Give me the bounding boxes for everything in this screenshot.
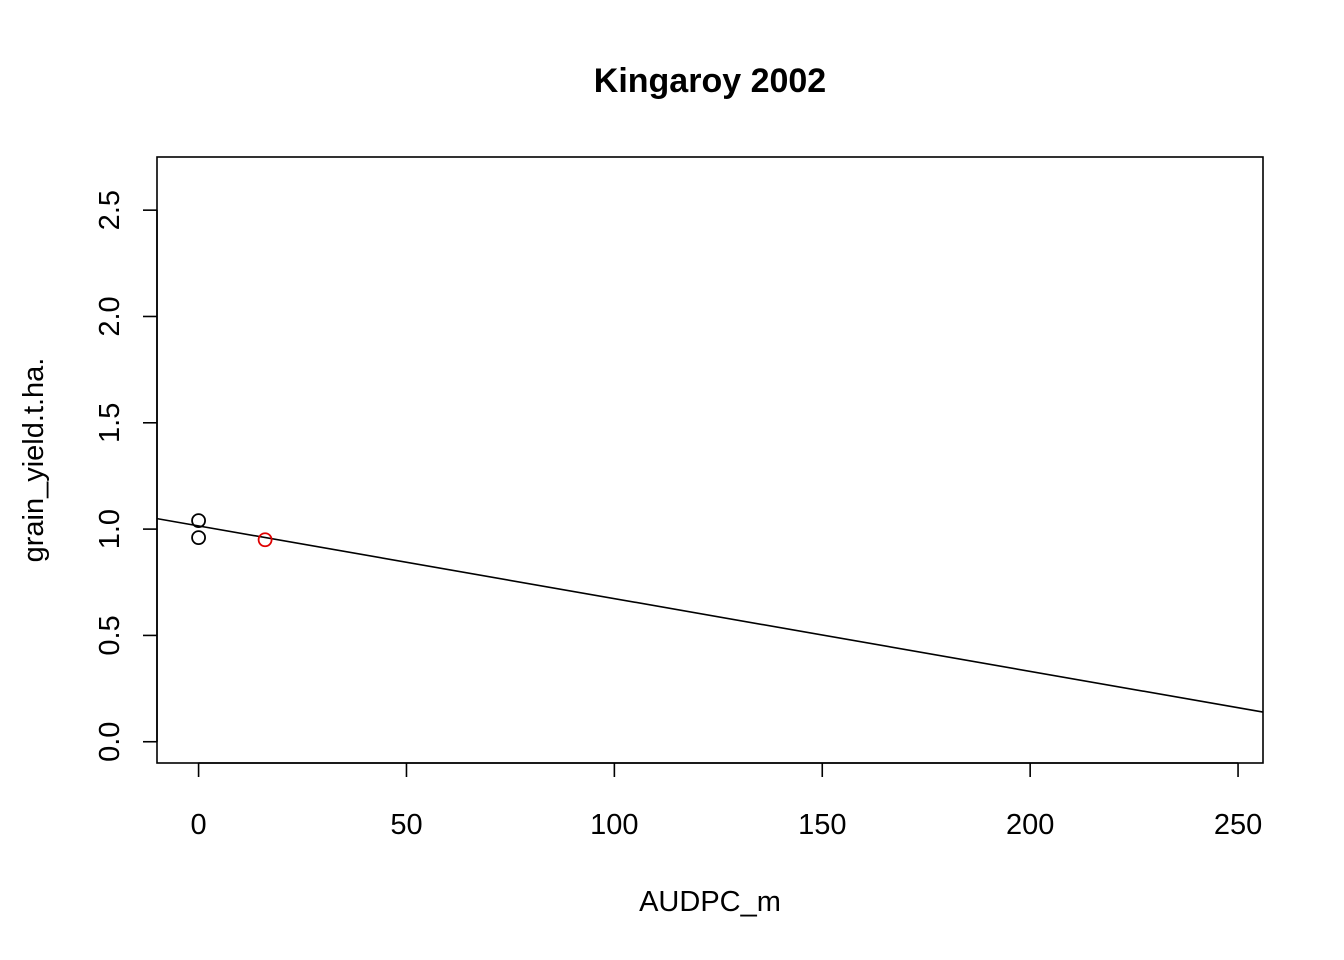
data-point <box>191 530 206 546</box>
y-tick-label: 1.0 <box>94 509 126 549</box>
x-axis-label: AUDPC_m <box>639 886 781 918</box>
y-axis: 0.0 0.5 1.0 1.5 2.0 2.5 <box>94 190 158 762</box>
points-layer <box>191 513 273 548</box>
x-tick-label: 50 <box>390 809 422 841</box>
x-axis: 0 50 100 150 200 250 <box>191 762 1262 841</box>
chart-title: Kingaroy 2002 <box>594 62 826 100</box>
plot-frame <box>156 156 1264 764</box>
y-tick-label: 0.5 <box>94 615 126 655</box>
x-tick-label: 200 <box>1006 809 1054 841</box>
data-point <box>257 532 273 548</box>
regression-line <box>156 517 1264 713</box>
regression-line-layer <box>156 517 1264 713</box>
x-tick-label: 250 <box>1214 809 1262 841</box>
y-tick-label: 2.0 <box>94 296 126 336</box>
y-axis-label: grain_yield.t.ha. <box>18 358 50 563</box>
x-tick-label: 100 <box>590 809 638 841</box>
y-tick-label: 2.5 <box>94 190 126 230</box>
x-tick-label: 0 <box>191 809 207 841</box>
y-tick-label: 1.5 <box>94 403 126 443</box>
data-point <box>191 513 206 528</box>
y-tick-label: 0.0 <box>94 722 126 762</box>
x-tick-label: 150 <box>798 809 846 841</box>
